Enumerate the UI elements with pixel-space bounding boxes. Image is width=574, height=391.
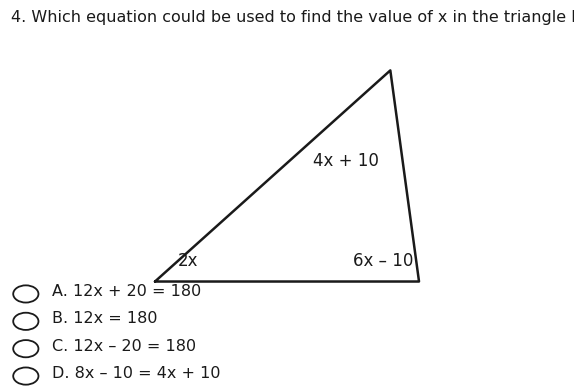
Text: D. 8x – 10 = 4x + 10: D. 8x – 10 = 4x + 10 [52, 366, 220, 381]
Text: 6x – 10: 6x – 10 [353, 252, 413, 270]
Text: 2x: 2x [178, 252, 199, 270]
Text: B. 12x = 180: B. 12x = 180 [52, 312, 157, 326]
Text: 4x + 10: 4x + 10 [313, 152, 379, 170]
Text: A. 12x + 20 = 180: A. 12x + 20 = 180 [52, 284, 201, 299]
Text: C. 12x – 20 = 180: C. 12x – 20 = 180 [52, 339, 196, 354]
Text: 4. Which equation could be used to find the value of x in the triangle below?: 4. Which equation could be used to find … [11, 10, 574, 25]
